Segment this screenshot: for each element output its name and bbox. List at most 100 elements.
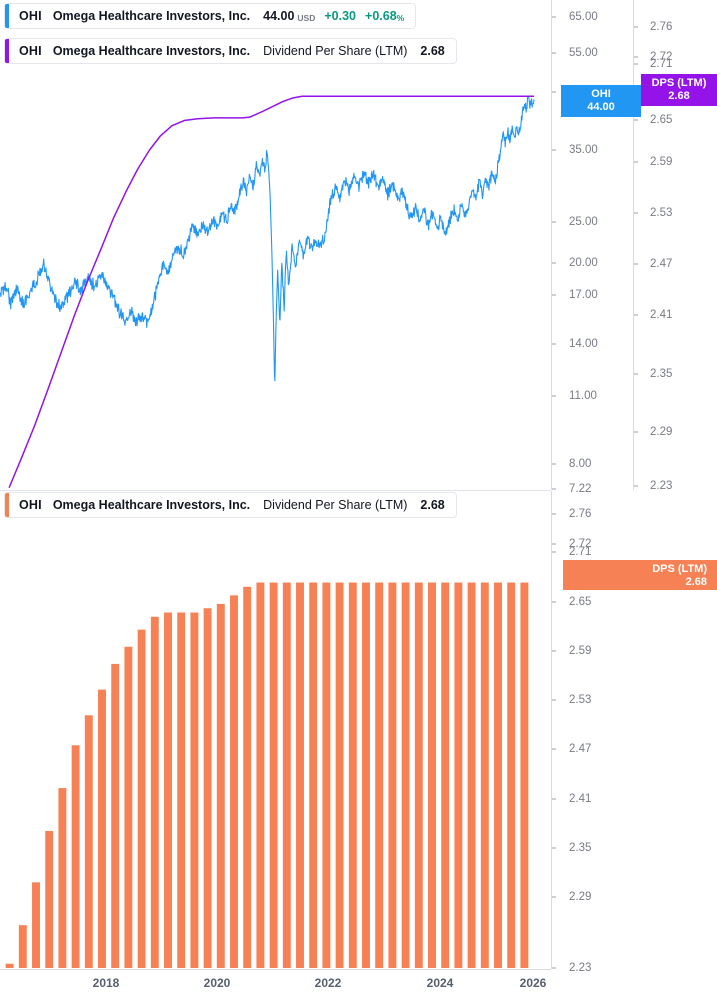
dps-pane-badge[interactable]: DPS (LTM) 2.68: [563, 560, 717, 590]
price-axis-tick-mark: [552, 343, 556, 345]
legend-swatch-price: [5, 4, 9, 28]
dps-overlay-axis-tick-mark: [634, 314, 638, 316]
dps-bar[interactable]: [230, 595, 238, 968]
dps-bar[interactable]: [45, 830, 54, 968]
dps-overlay-axis-tick-mark: [634, 56, 638, 58]
dps-bar[interactable]: [269, 582, 278, 968]
dps-bar[interactable]: [216, 603, 225, 968]
dps-overlay-badge[interactable]: DPS (LTM) 2.68: [641, 74, 717, 106]
dps-bar[interactable]: [18, 925, 27, 968]
dps-bar[interactable]: [32, 882, 40, 968]
time-axis-tick: 2024: [426, 976, 454, 990]
dps-bar[interactable]: [480, 582, 489, 968]
legend-metric-dps-pane: Dividend Per Share (LTM): [263, 498, 408, 512]
dps-bar[interactable]: [362, 582, 370, 968]
dps-bar[interactable]: [124, 646, 133, 968]
time-axis-tick: 2020: [203, 976, 231, 990]
price-axis-tick-mark: [552, 395, 556, 397]
dps-bar[interactable]: [441, 582, 450, 968]
dps-overlay-axis-tick-label: 2.29: [650, 426, 673, 438]
dps-bar[interactable]: [507, 582, 516, 968]
dps-bar[interactable]: [388, 582, 397, 968]
dps-bar[interactable]: [428, 582, 436, 968]
legend-dps-overlay-row[interactable]: OHI Omega Healthcare Investors, Inc. Div…: [4, 38, 457, 64]
dps-bar[interactable]: [454, 582, 463, 968]
dps-bar[interactable]: [296, 582, 304, 968]
dps-bar[interactable]: [5, 963, 14, 968]
dps-pane-axis-tick-label: 2.65: [569, 596, 592, 608]
dps-pane-axis-tick-label: 2.23: [569, 962, 592, 974]
dps-bar[interactable]: [98, 689, 106, 968]
dps-bar[interactable]: [203, 608, 212, 968]
dps-pane-axis-tick-mark: [552, 513, 556, 515]
dps-bar[interactable]: [164, 612, 172, 968]
dps-overlay-axis-tick-label: 2.72: [650, 51, 673, 63]
dps-bar[interactable]: [84, 715, 93, 968]
dps-bar[interactable]: [494, 582, 502, 968]
dps-pane-axis-tick-label: 2.76: [569, 508, 592, 520]
dps-bar[interactable]: [243, 586, 252, 968]
legend-metric-dps-overlay: Dividend Per Share (LTM): [263, 44, 408, 58]
pane-divider: [0, 490, 551, 491]
dps-overlay-axis-line: [633, 0, 634, 490]
legend-swatch-dps-pane: [5, 493, 9, 517]
dps-bar[interactable]: [58, 788, 67, 968]
dps-bar[interactable]: [282, 582, 291, 968]
dps-bar[interactable]: [322, 582, 331, 968]
dps-pane-axis-tick-label: 2.29: [569, 891, 592, 903]
price-chart-canvas: [0, 95, 535, 489]
legend-currency: USD: [297, 13, 316, 23]
price-axis-tick-mark: [552, 52, 556, 54]
dps-bar[interactable]: [467, 582, 476, 968]
dps-bar[interactable]: [256, 582, 265, 968]
legend-value-dps-pane: 2.68: [420, 498, 445, 512]
dps-bar[interactable]: [71, 745, 80, 968]
price-axis-tick-mark: [552, 488, 556, 490]
legend-change-abs: +0.30: [324, 9, 357, 23]
dps-pane-axis-tick-label: 2.41: [569, 793, 592, 805]
dps-bar[interactable]: [111, 663, 120, 968]
dps-overlay-badge-value: 2.68: [668, 90, 690, 102]
dps-overlay-axis-tick-label: 2.47: [650, 258, 673, 270]
dps-bar[interactable]: [150, 616, 159, 968]
dps-overlay-axis-tick-label: 2.65: [650, 114, 673, 126]
price-axis-tick-mark: [552, 149, 556, 151]
legend-dps-pane-row[interactable]: OHI Omega Healthcare Investors, Inc. Div…: [4, 492, 457, 518]
legend-change-pct: +0.68: [365, 9, 397, 23]
dps-bar[interactable]: [309, 582, 318, 968]
price-badge[interactable]: OHI 44.00: [561, 85, 641, 117]
time-axis-line: [0, 969, 551, 970]
legend-price-row[interactable]: OHI Omega Healthcare Investors, Inc. 44.…: [4, 3, 417, 29]
dps-pane-axis-tick-label: 2.59: [569, 645, 592, 657]
dps-bar[interactable]: [190, 612, 199, 968]
price-pane[interactable]: [0, 0, 551, 490]
dps-overlay-axis-tick-mark: [634, 373, 638, 375]
dps-bar[interactable]: [348, 582, 357, 968]
dps-pane[interactable]: [0, 491, 551, 969]
dps-overlay-axis-tick-mark: [634, 212, 638, 214]
price-axis-tick-mark: [552, 16, 556, 18]
dps-pane-axis-tick-mark: [552, 551, 556, 553]
legend-company-name-dps-pane: Omega Healthcare Investors, Inc.: [52, 498, 251, 512]
dps-bar[interactable]: [335, 582, 344, 968]
dps-bar[interactable]: [177, 612, 186, 968]
dps-bar[interactable]: [520, 582, 529, 968]
price-axis-tick-mark: [552, 294, 556, 296]
legend-value-dps-overlay: 2.68: [420, 44, 445, 58]
dps-overlay-line: [8, 95, 534, 489]
price-axis-tick-mark: [552, 221, 556, 223]
dps-bar-canvas: [5, 582, 529, 968]
dps-overlay-badge-label: DPS (LTM): [651, 77, 707, 89]
dps-bar[interactable]: [401, 582, 410, 968]
legend-company-name: Omega Healthcare Investors, Inc.: [52, 9, 251, 23]
dps-overlay-axis-tick-mark: [634, 431, 638, 433]
dps-pane-axis-tick-mark: [552, 967, 556, 969]
legend-ticker-dps-pane: OHI: [19, 498, 42, 512]
dps-bar[interactable]: [375, 582, 384, 968]
dps-overlay-axis-tick-mark: [634, 63, 638, 65]
dps-bar[interactable]: [414, 582, 423, 968]
dps-bar[interactable]: [137, 629, 146, 968]
price-axis-tick-label: 20.00: [569, 257, 598, 269]
price-axis-tick-label: 55.00: [569, 47, 598, 59]
dps-overlay-axis-tick-mark: [634, 119, 638, 121]
